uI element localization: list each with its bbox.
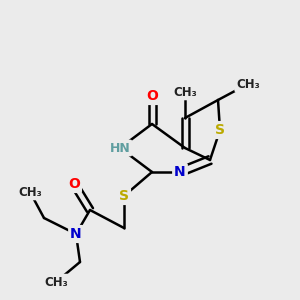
Text: S: S: [119, 189, 129, 203]
Text: HN: HN: [110, 142, 130, 154]
Text: CH₃: CH₃: [44, 275, 68, 289]
Text: CH₃: CH₃: [236, 77, 260, 91]
Text: O: O: [146, 89, 158, 103]
Text: S: S: [215, 123, 225, 137]
Text: CH₃: CH₃: [18, 185, 42, 199]
Text: N: N: [174, 165, 186, 179]
Text: O: O: [68, 177, 80, 191]
Text: CH₃: CH₃: [173, 85, 197, 98]
Text: N: N: [70, 227, 82, 241]
